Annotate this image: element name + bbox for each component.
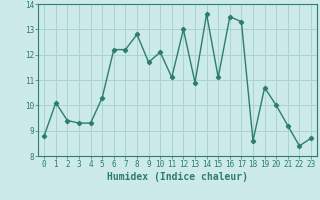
X-axis label: Humidex (Indice chaleur): Humidex (Indice chaleur): [107, 172, 248, 182]
